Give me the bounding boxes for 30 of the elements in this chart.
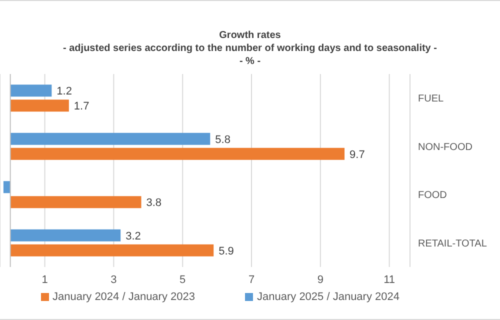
data-label: 9.7: [350, 148, 365, 161]
data-label: 3.8: [146, 197, 162, 210]
data-label: 1.2: [56, 86, 72, 98]
bar: [3, 181, 10, 194]
legend-label: January 2024 / January 2023: [52, 291, 195, 303]
y-tick-label: FUEL: [418, 94, 444, 105]
data-label: 3.2: [126, 230, 141, 242]
chart-title: Growth rates: [218, 29, 282, 42]
x-tick-label: 11: [384, 274, 396, 286]
bar: [10, 100, 69, 112]
x-tick-label: 1: [42, 274, 48, 286]
bar: [10, 132, 210, 145]
x-tick-label: 7: [248, 274, 255, 286]
y-tick-label: NON-FOOD: [418, 142, 472, 153]
data-label: 5.8: [215, 134, 230, 146]
legend-label: January 2025 / January 2024: [257, 291, 400, 303]
x-tick-label: 9: [317, 274, 324, 286]
bar: [10, 244, 214, 256]
bar: [10, 229, 121, 242]
data-label: 5.9: [218, 245, 234, 258]
x-tick-label: 5: [180, 274, 186, 286]
bar: [10, 84, 52, 97]
y-tick-label: FOOD: [418, 190, 447, 202]
bar: [10, 196, 142, 208]
x-tick-label: 3: [110, 274, 117, 286]
text: - % -: [238, 55, 262, 68]
data-label: 1.7: [74, 100, 90, 113]
y-tick-label: RETAIL-TOTAL: [418, 238, 488, 250]
chart-subtitle: - adjusted series according to the number of working days and to seasonality -: [62, 42, 438, 55]
bar: [10, 148, 345, 160]
